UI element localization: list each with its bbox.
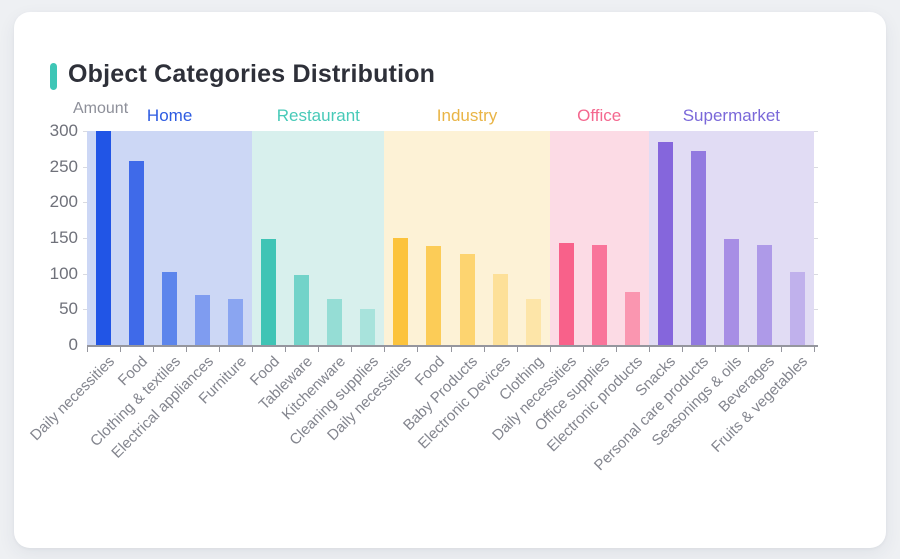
group-label-supermarket: Supermarket [682,106,781,125]
y-axis-tick-mark [83,273,87,275]
group-label-office: Office [577,106,622,125]
y-axis-tick-label: 300 [49,121,78,140]
bar-industry-2[interactable] [426,245,442,345]
bar-office-3[interactable] [624,291,640,345]
y-axis-tick-mark [814,238,818,239]
x-axis-tick-mark [351,345,353,352]
x-axis-tick-mark [549,345,551,352]
y-axis-tick-mark [814,131,818,132]
group-label-industry: Industry [436,106,498,125]
bar-industry-1[interactable] [393,238,409,345]
x-axis-tick-mark [186,345,188,352]
x-axis-tick-mark [747,345,749,352]
y-axis-tick-label: 250 [49,156,78,176]
y-axis-tick-mark [814,202,818,204]
bar-restaurant-4[interactable] [360,309,376,345]
x-axis-tick-mark [814,345,815,352]
y-axis-tick-mark [83,131,87,132]
bar-home-3[interactable] [162,271,178,345]
y-axis-tick-mark [83,166,87,168]
bar-home-2[interactable] [129,160,145,345]
y-axis-tick-mark [83,202,87,204]
y-axis-title: Amount [73,100,129,117]
x-axis-tick-mark [318,345,320,352]
bar-home-1[interactable] [96,131,112,345]
x-axis-tick-mark [582,345,584,352]
bar-supermarket-4[interactable] [756,245,772,345]
x-axis-line [87,345,818,347]
page-title: Object Categories Distribution [68,60,436,88]
x-axis-tick-mark [483,345,485,352]
bar-industry-4[interactable] [492,273,508,345]
y-axis-tick-mark [814,166,818,168]
x-axis-tick-mark [120,345,122,352]
x-axis-tick-mark [252,345,254,352]
bar-office-1[interactable] [558,242,574,345]
x-axis-tick-mark [681,345,683,352]
bar-industry-3[interactable] [459,254,475,345]
y-axis-tick-label: 150 [49,228,78,247]
y-axis-tick-mark [814,273,818,275]
y-axis-tick-mark [83,309,87,311]
x-axis-tick-mark [615,345,617,352]
x-axis-tick-mark [285,345,287,352]
x-axis-tick-mark [648,345,650,352]
y-axis-tick-label: 100 [49,263,78,283]
y-axis-tick-label: 200 [49,192,78,212]
bar-restaurant-1[interactable] [261,239,277,345]
x-axis-tick-mark [219,345,221,352]
bar-restaurant-2[interactable] [294,275,310,345]
x-axis-tick-mark [516,345,518,352]
title-accent-bar [50,63,57,90]
x-axis-tick-mark [87,345,88,352]
y-axis-tick-label: 0 [68,335,78,354]
bar-supermarket-3[interactable] [723,239,739,345]
bar-supermarket-5[interactable] [789,272,805,345]
bar-home-4[interactable] [195,295,211,345]
bar-home-5[interactable] [228,298,244,345]
bar-restaurant-3[interactable] [327,298,343,345]
y-axis-tick-label: 50 [59,299,78,319]
x-axis-tick-mark [714,345,716,352]
group-label-restaurant: Restaurant [276,106,360,125]
x-axis-tick-mark [780,345,782,352]
y-axis-tick-mark [814,309,818,311]
x-axis-tick-mark [450,345,452,352]
x-axis-tick-mark [153,345,155,352]
bar-supermarket-1[interactable] [657,141,673,345]
bar-office-2[interactable] [591,245,607,345]
x-axis-tick-mark [417,345,419,352]
group-label-home: Home [146,106,193,125]
bar-supermarket-2[interactable] [690,150,706,345]
bar-industry-5[interactable] [525,299,541,345]
y-axis-tick-mark [83,238,87,239]
x-axis-tick-mark [384,345,386,352]
